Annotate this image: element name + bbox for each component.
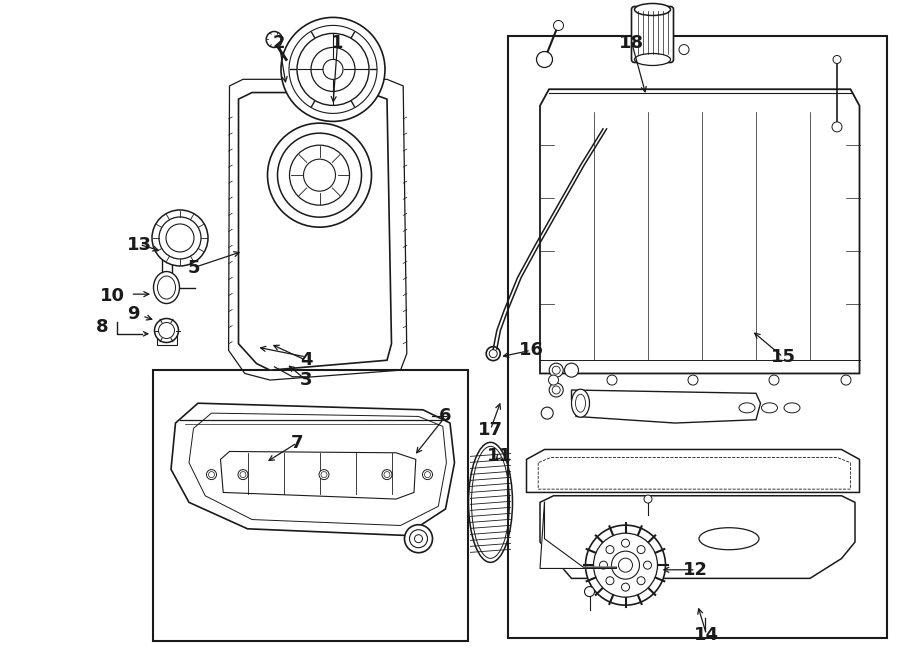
Circle shape [490,350,497,358]
Polygon shape [572,390,760,423]
Circle shape [541,407,554,419]
Polygon shape [540,502,617,568]
Circle shape [410,529,427,548]
Circle shape [290,145,349,205]
Circle shape [769,375,779,385]
Ellipse shape [154,272,179,303]
Circle shape [622,583,629,591]
Circle shape [384,471,390,478]
Circle shape [607,375,617,385]
Circle shape [209,471,214,478]
Circle shape [679,44,689,55]
Circle shape [425,471,430,478]
Text: 12: 12 [683,561,708,579]
Text: 11: 11 [487,447,512,465]
Text: 2: 2 [273,34,285,52]
Circle shape [277,133,362,217]
Circle shape [637,576,645,585]
Text: 15: 15 [770,348,796,366]
Circle shape [599,561,608,569]
Circle shape [618,558,633,572]
Circle shape [311,48,355,91]
Circle shape [155,319,178,342]
Text: 1: 1 [331,34,344,52]
Ellipse shape [739,403,755,413]
Circle shape [289,25,377,114]
Circle shape [549,383,563,397]
Circle shape [152,210,208,266]
Circle shape [422,469,433,480]
Circle shape [297,34,369,105]
Text: 16: 16 [518,341,544,360]
Circle shape [554,20,563,30]
Circle shape [486,346,500,361]
Circle shape [688,375,698,385]
Circle shape [549,363,563,377]
Bar [508,36,886,638]
Circle shape [656,44,667,55]
Circle shape [584,586,595,597]
Polygon shape [238,93,392,370]
Text: 7: 7 [291,434,303,452]
Circle shape [606,576,614,585]
Text: 5: 5 [187,258,200,277]
Polygon shape [540,496,855,578]
Text: 13: 13 [127,235,152,254]
Polygon shape [540,89,860,373]
Circle shape [606,545,614,554]
Text: 17: 17 [478,420,503,439]
Circle shape [266,32,283,48]
Circle shape [586,525,665,605]
Bar [153,370,468,641]
Text: 6: 6 [439,407,452,426]
FancyBboxPatch shape [632,7,673,63]
Circle shape [319,469,329,480]
Circle shape [653,42,670,58]
Circle shape [553,366,560,374]
Circle shape [166,224,194,252]
Ellipse shape [634,3,670,15]
Circle shape [158,323,175,338]
Circle shape [159,217,201,259]
Text: 18: 18 [619,34,644,52]
Circle shape [267,123,372,227]
Circle shape [644,495,652,503]
Circle shape [206,469,217,480]
Text: 9: 9 [127,305,140,323]
Polygon shape [526,449,860,492]
Circle shape [323,59,343,79]
Circle shape [553,386,560,394]
Circle shape [240,471,246,478]
Circle shape [832,122,842,132]
Polygon shape [171,403,454,535]
Circle shape [404,525,433,553]
Text: 8: 8 [95,318,108,336]
Circle shape [833,56,841,63]
Circle shape [238,469,248,480]
Circle shape [644,561,652,569]
Circle shape [382,469,392,480]
Circle shape [611,551,640,579]
Circle shape [593,533,658,597]
Circle shape [564,363,579,377]
Circle shape [303,159,336,191]
Circle shape [622,539,629,547]
Ellipse shape [761,403,778,413]
Circle shape [548,375,559,385]
Circle shape [841,375,851,385]
Text: 14: 14 [694,625,719,644]
Ellipse shape [784,403,800,413]
Circle shape [415,535,422,543]
Circle shape [637,545,645,554]
Circle shape [321,471,327,478]
Ellipse shape [699,527,759,550]
Circle shape [536,52,553,67]
Circle shape [281,17,385,122]
Ellipse shape [634,54,670,65]
Ellipse shape [572,389,590,417]
Text: 3: 3 [300,371,312,389]
Text: 10: 10 [100,287,125,305]
Text: 4: 4 [300,351,312,369]
